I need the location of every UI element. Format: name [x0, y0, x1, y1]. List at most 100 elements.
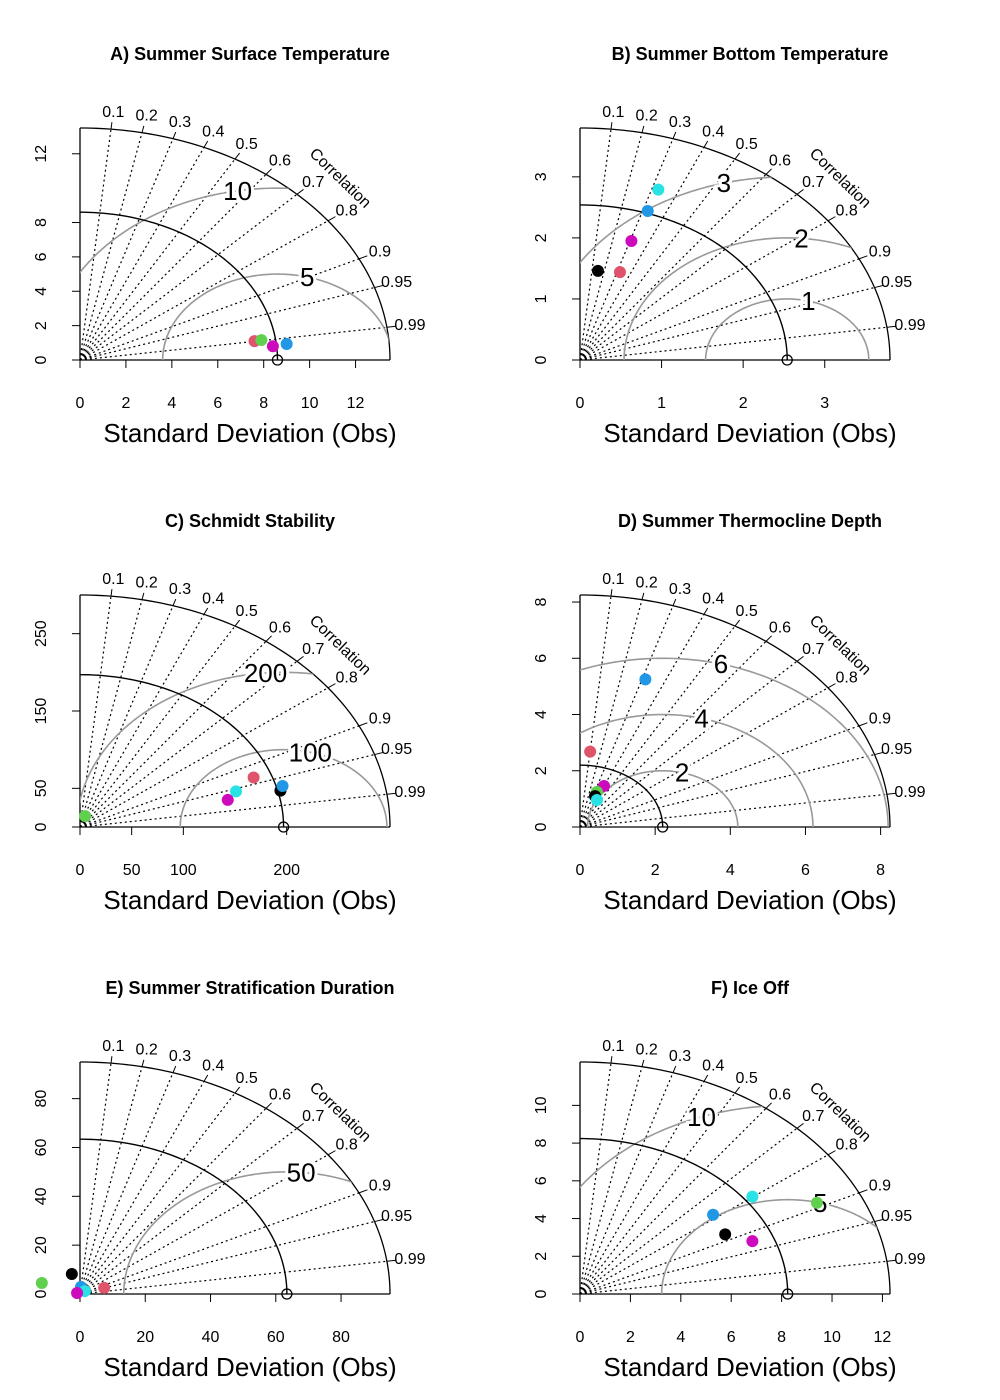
y-tick-label: 8: [533, 597, 550, 606]
correlation-tick: [765, 635, 772, 642]
correlation-tick: [203, 607, 209, 615]
taylor-panel: F) Ice Off 0 2 4 6 8 10 12 0 2 4 6 8 10 Standard Devia…: [533, 978, 926, 1382]
reference-arc: [79, 211, 279, 361]
correlation-line: [579, 1081, 705, 1295]
x-tick-label: 3: [820, 395, 829, 412]
y-tick-label: 2: [533, 766, 550, 775]
rmsd-contours: [122, 1171, 390, 1294]
correlation-line: [579, 1066, 643, 1295]
correlation-tick: [858, 255, 868, 260]
correlation-line: [579, 1260, 887, 1295]
correlation-line: [79, 173, 267, 361]
correlation-line: [79, 596, 112, 828]
correlation-tick: [327, 216, 336, 222]
correlation-label: 0.4: [202, 590, 224, 607]
x-tick-label: 2: [739, 395, 748, 412]
y-tick-label: 0: [33, 355, 50, 364]
x-tick-label: 80: [332, 1329, 350, 1346]
correlation-label: 0.99: [394, 1251, 425, 1268]
taylor-panel: A) Summer Surface Temperature 0 2 4 6 8 10 12 0 2…: [33, 44, 426, 448]
correlation-line: [79, 138, 174, 361]
correlation-tick: [672, 598, 677, 606]
chart-title: E) Summer Stratification Duration: [105, 978, 394, 998]
model-point: [584, 745, 597, 758]
rmsd-contours: [580, 176, 890, 360]
correlation-tick: [374, 1218, 384, 1223]
correlation-label: 0.99: [894, 317, 925, 334]
reference-arc: [579, 1137, 789, 1295]
correlation-line: [79, 599, 143, 828]
y-tick-label: 10: [533, 1096, 550, 1114]
correlation-tick: [327, 1150, 336, 1156]
correlation-tick: [672, 1065, 677, 1073]
correlation-line: [79, 326, 387, 361]
reference-arc: [579, 764, 664, 828]
y-tick-label: 3: [533, 172, 550, 181]
correlation-line: [79, 132, 143, 361]
correlation-tick: [827, 216, 836, 222]
outer-arc: [579, 127, 891, 361]
correlation-label: 0.2: [136, 1042, 158, 1059]
y-tick-label: 8: [533, 1139, 550, 1148]
correlation-tick: [703, 140, 709, 148]
correlation-label: 0.99: [894, 1251, 925, 1268]
correlation-tick: [172, 598, 177, 606]
correlation-tick: [874, 284, 884, 289]
y-tick-label: 6: [533, 1176, 550, 1185]
correlation-line: [579, 326, 887, 361]
y-tick-label: 250: [33, 620, 50, 647]
correlation-tick: [203, 140, 209, 148]
correlation-label: 0.8: [335, 202, 357, 219]
correlation-label: 0.4: [702, 590, 724, 607]
x-tick-label: 8: [876, 862, 885, 879]
correlation-label: 0.3: [669, 581, 691, 598]
correlation-label: 0.8: [835, 202, 857, 219]
correlation-tick: [610, 589, 613, 597]
x-axis-label: Standard Deviation (Obs): [103, 1352, 396, 1382]
y-tick-label: 12: [33, 145, 50, 163]
correlation-line: [79, 614, 205, 828]
correlation-label: 0.99: [394, 784, 425, 801]
correlation-tick: [641, 592, 645, 600]
correlation-tick: [796, 188, 804, 195]
rmsd-label: 100: [289, 737, 332, 767]
correlation-label: 0.2: [136, 108, 158, 125]
correlation-label: 0.2: [636, 108, 658, 125]
correlation-label: 0.95: [381, 274, 412, 291]
outer-arc: [79, 1061, 391, 1295]
x-axis-label: Standard Deviation (Obs): [603, 418, 896, 448]
x-tick-label: 6: [727, 1329, 736, 1346]
correlation-tick: [172, 1065, 177, 1073]
rmsd-label: 2: [675, 758, 689, 788]
correlation-line: [79, 193, 298, 361]
correlation-line: [579, 660, 798, 828]
correlation-tick: [886, 792, 897, 795]
model-point: [613, 266, 626, 279]
y-tick-label: 0: [533, 822, 550, 831]
reference-arc: [579, 204, 788, 361]
correlation-tick: [141, 1059, 145, 1067]
model-point: [276, 780, 289, 793]
correlation-label: 0.8: [835, 1136, 857, 1153]
y-tick-label: 4: [533, 1214, 550, 1223]
correlation-line: [579, 1072, 674, 1295]
correlation-tick: [265, 168, 272, 175]
correlation-line: [579, 220, 829, 361]
model-point: [746, 1235, 759, 1248]
correlation-line: [79, 147, 205, 361]
correlation-line: [79, 1081, 205, 1295]
correlation-line: [79, 687, 329, 828]
correlation-line: [79, 220, 329, 361]
taylor-panel: E) Summer Stratification Duration 0 20 40 60…: [33, 978, 426, 1382]
model-point: [221, 793, 234, 806]
x-tick-label: 20: [136, 1329, 154, 1346]
model-point: [247, 771, 260, 784]
model-point: [35, 1277, 48, 1290]
x-tick-label: 60: [267, 1329, 285, 1346]
correlation-line: [79, 1154, 329, 1295]
rmsd-label: 200: [244, 658, 287, 688]
correlation-line: [579, 1107, 767, 1295]
rmsd-label: 3: [717, 168, 731, 198]
correlation-line: [79, 1107, 267, 1295]
